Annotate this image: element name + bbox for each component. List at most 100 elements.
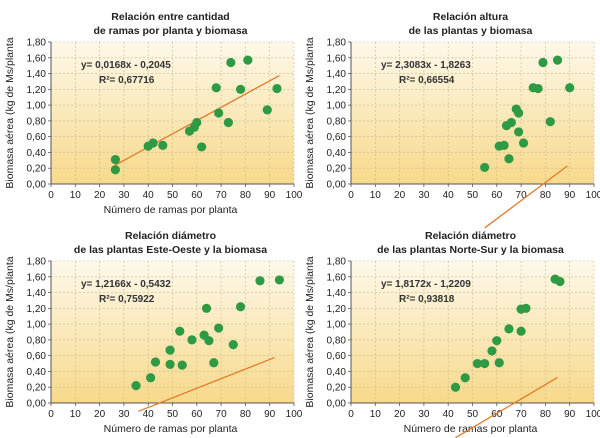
r-squared: R²= 0,75922 xyxy=(99,294,155,305)
y-tick-label: 1,40 xyxy=(327,69,347,80)
x-tick-label: 80 xyxy=(540,409,552,420)
data-point xyxy=(518,138,529,148)
y-tick-label: 1,60 xyxy=(27,53,47,64)
x-tick-label: 60 xyxy=(491,190,503,201)
data-point xyxy=(460,373,470,383)
data-point xyxy=(506,117,516,128)
trend-equation: y= 0,0168x - 0,2045 xyxy=(81,60,171,71)
x-tick-label: 20 xyxy=(94,190,106,201)
x-tick-label: 10 xyxy=(370,409,382,420)
r-squared: R²= 0,93818 xyxy=(399,294,455,305)
x-tick-label: 0 xyxy=(48,190,54,201)
x-tick-label: 0 xyxy=(48,409,54,420)
trend-equation: y= 1,2166x - 0,5432 xyxy=(81,279,171,290)
x-tick-label: 90 xyxy=(564,190,576,201)
data-point xyxy=(272,83,282,94)
data-point xyxy=(499,140,509,150)
x-tick-label: 40 xyxy=(443,409,455,420)
data-point xyxy=(192,117,202,128)
plot-area xyxy=(51,42,294,184)
y-tick-label: 0,40 xyxy=(327,367,347,378)
y-tick-label: 0,20 xyxy=(27,383,47,394)
x-tick-label: 40 xyxy=(143,409,155,420)
data-point xyxy=(204,336,214,346)
y-axis-label: Biomasa aérea (kg de Ms/planta xyxy=(4,256,16,407)
x-tick-label: 50 xyxy=(467,409,479,420)
data-point xyxy=(538,57,548,68)
data-point xyxy=(209,358,219,368)
data-point xyxy=(533,83,543,94)
y-tick-label: 1,20 xyxy=(27,85,47,96)
data-point xyxy=(494,358,504,368)
chart-title-line: de las plantas Norte-Sur y la biomasa xyxy=(377,244,564,256)
y-tick-label: 0,60 xyxy=(27,351,47,362)
chart-title-line: de las plantas y biomasa xyxy=(409,25,533,37)
x-tick-label: 30 xyxy=(118,190,130,201)
data-point xyxy=(504,154,514,164)
x-tick-label: 60 xyxy=(191,190,203,201)
data-point xyxy=(450,382,461,392)
data-point xyxy=(552,55,563,65)
chart-title-line: de las plantas Este-Oeste y la biomasa xyxy=(74,244,267,256)
y-tick-label: 0,60 xyxy=(27,132,47,143)
y-tick-label: 0,20 xyxy=(27,164,47,175)
y-tick-label: 0,00 xyxy=(327,180,347,191)
y-axis-label: Biomasa aérea (kg de Ms/planta xyxy=(304,37,316,188)
x-axis-label: Número de ramas por planta xyxy=(104,204,238,216)
x-tick-label: 100 xyxy=(286,409,303,420)
chart-panel-1: Relación entre cantidad de ramas por plan… xyxy=(4,11,303,216)
data-point xyxy=(480,162,490,173)
data-point xyxy=(110,154,120,165)
y-tick-label: 1,20 xyxy=(327,304,347,315)
y-tick-label: 0,80 xyxy=(27,335,47,346)
x-tick-label: 70 xyxy=(216,190,228,201)
chart-title-line: de ramas por planta y biomasa xyxy=(93,25,247,37)
y-tick-label: 0,60 xyxy=(327,351,347,362)
y-tick-label: 0,40 xyxy=(327,148,347,159)
x-tick-label: 80 xyxy=(240,409,252,420)
x-tick-label: 30 xyxy=(118,409,130,420)
y-tick-label: 1,40 xyxy=(27,288,47,299)
x-tick-label: 60 xyxy=(191,409,203,420)
x-tick-label: 70 xyxy=(516,409,528,420)
y-tick-label: 1,00 xyxy=(27,320,47,331)
data-point xyxy=(255,276,265,286)
data-point xyxy=(150,357,161,367)
data-point xyxy=(223,117,233,128)
y-tick-label: 1,60 xyxy=(327,53,347,64)
y-tick-label: 0,40 xyxy=(27,148,47,159)
data-point xyxy=(146,373,156,383)
data-point xyxy=(492,336,502,346)
data-point xyxy=(226,57,236,68)
y-tick-label: 0,00 xyxy=(27,180,47,191)
data-point xyxy=(158,140,168,150)
y-tick-label: 0,80 xyxy=(327,116,347,127)
data-point xyxy=(214,323,224,333)
y-tick-label: 1,60 xyxy=(327,272,347,283)
data-point xyxy=(274,275,285,285)
data-point xyxy=(243,55,253,65)
plot-area xyxy=(51,261,294,403)
data-point xyxy=(514,127,524,137)
data-point xyxy=(545,117,555,127)
y-tick-label: 0,40 xyxy=(27,367,47,378)
data-point xyxy=(262,105,272,115)
x-tick-label: 20 xyxy=(394,190,406,201)
trend-equation: y= 2,3083x - 1,8263 xyxy=(381,60,471,71)
x-tick-label: 50 xyxy=(167,190,179,201)
data-point xyxy=(235,84,246,94)
data-point xyxy=(480,358,490,369)
y-tick-label: 1,00 xyxy=(27,101,47,112)
x-tick-label: 30 xyxy=(418,190,430,201)
data-point xyxy=(201,303,212,313)
data-point xyxy=(175,326,185,336)
x-tick-label: 50 xyxy=(467,190,479,201)
data-point xyxy=(110,165,120,175)
x-tick-label: 70 xyxy=(216,409,228,420)
x-tick-label: 20 xyxy=(394,409,406,420)
y-axis-label: Biomasa aérea (kg de Ms/planta xyxy=(4,37,16,188)
x-tick-label: 20 xyxy=(94,409,106,420)
data-point xyxy=(177,360,187,370)
data-point xyxy=(235,302,246,312)
x-tick-label: 90 xyxy=(264,409,276,420)
